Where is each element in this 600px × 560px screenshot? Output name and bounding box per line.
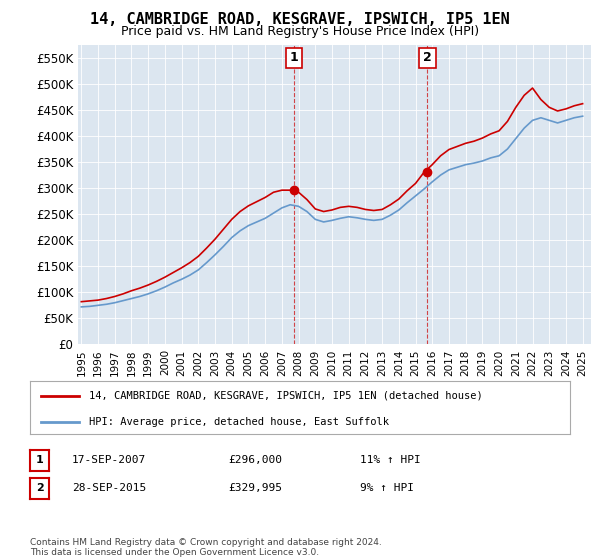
- Text: HPI: Average price, detached house, East Suffolk: HPI: Average price, detached house, East…: [89, 417, 389, 427]
- Text: Price paid vs. HM Land Registry's House Price Index (HPI): Price paid vs. HM Land Registry's House …: [121, 25, 479, 38]
- Text: £296,000: £296,000: [228, 455, 282, 465]
- Text: 1: 1: [289, 52, 298, 64]
- Text: 2: 2: [36, 483, 43, 493]
- Text: 11% ↑ HPI: 11% ↑ HPI: [360, 455, 421, 465]
- Text: 14, CAMBRIDGE ROAD, KESGRAVE, IPSWICH, IP5 1EN: 14, CAMBRIDGE ROAD, KESGRAVE, IPSWICH, I…: [90, 12, 510, 27]
- Text: Contains HM Land Registry data © Crown copyright and database right 2024.
This d: Contains HM Land Registry data © Crown c…: [30, 538, 382, 557]
- Text: 1: 1: [36, 455, 43, 465]
- Text: 2: 2: [423, 52, 432, 64]
- Text: £329,995: £329,995: [228, 483, 282, 493]
- Text: 17-SEP-2007: 17-SEP-2007: [72, 455, 146, 465]
- Text: 14, CAMBRIDGE ROAD, KESGRAVE, IPSWICH, IP5 1EN (detached house): 14, CAMBRIDGE ROAD, KESGRAVE, IPSWICH, I…: [89, 391, 483, 401]
- Text: 9% ↑ HPI: 9% ↑ HPI: [360, 483, 414, 493]
- Text: 28-SEP-2015: 28-SEP-2015: [72, 483, 146, 493]
